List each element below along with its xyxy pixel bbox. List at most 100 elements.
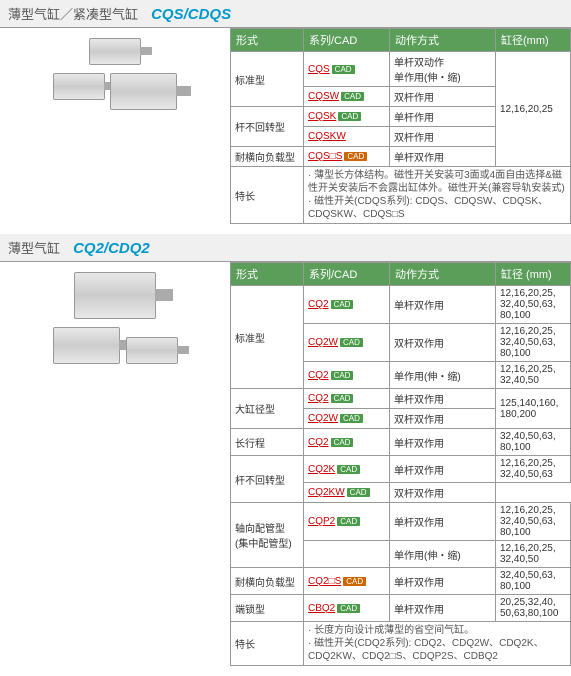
table-row: 大缸径型CQ2CAD单杆双作用125,140,160, 180,200 xyxy=(231,389,571,409)
series-cell: CQ2CAD xyxy=(304,286,390,324)
table-row: 端锁型CBQ2CAD单杆双作用20,25,32,40, 50,63,80,100 xyxy=(231,595,571,622)
type-cell: 标准型 xyxy=(231,286,304,389)
cad-badge[interactable]: CAD xyxy=(331,371,354,380)
type-cell: 杆不回转型 xyxy=(231,456,304,503)
action-cell: 单杆双作用 xyxy=(390,389,496,409)
section-code: CQS/CDQS xyxy=(151,6,231,23)
table-row: 长行程CQ2CAD单杆双作用32,40,50,63, 80,100 xyxy=(231,429,571,456)
series-link[interactable]: CQ2W xyxy=(308,413,338,424)
table-body-2: 标准型CQ2CAD单杆双作用12,16,20,25, 32,40,50,63, … xyxy=(231,286,571,622)
table-row: 轴向配管型 (集中配管型)CQP2CAD单杆双作用12,16,20,25, 32… xyxy=(231,503,571,541)
series-cell: CQS□SCAD xyxy=(304,147,390,167)
cylinder-icon xyxy=(89,38,141,65)
series-cell: CQSKCAD xyxy=(304,107,390,127)
type-cell: 轴向配管型 (集中配管型) xyxy=(231,503,304,568)
action-cell: 单杆双作用 xyxy=(390,568,496,595)
section-title: 薄型气缸 xyxy=(8,241,60,256)
series-cell: CQ2WCAD xyxy=(304,409,390,429)
series-link[interactable]: CQSK xyxy=(308,111,336,122)
product-image-area xyxy=(0,28,230,120)
action-cell: 单作用(伸・缩) xyxy=(390,541,496,568)
feature-label: 特长 xyxy=(231,622,304,666)
type-cell: 端锁型 xyxy=(231,595,304,622)
bore-cell: 12,16,20,25, 32,40,50 xyxy=(496,362,571,389)
col-bore: 缸径(mm) xyxy=(496,29,571,52)
bore-cell: 20,25,32,40, 50,63,80,100 xyxy=(496,595,571,622)
spec-table-cqs: 形式 系列/CAD 动作方式 缸径(mm) 标准型CQSCAD单杆双动作 单作用… xyxy=(230,28,571,224)
action-cell: 双杆作用 xyxy=(390,87,496,107)
series-link[interactable]: CBQ2 xyxy=(308,603,335,614)
feature-label: 特长 xyxy=(231,167,304,224)
series-link[interactable]: CQSW xyxy=(308,91,339,102)
cylinder-icon xyxy=(126,337,178,364)
series-cell xyxy=(304,541,390,568)
series-link[interactable]: CQ2 xyxy=(308,437,329,448)
action-cell: 单杆双作用 xyxy=(390,456,496,483)
action-cell: 单作用(伸・缩) xyxy=(390,362,496,389)
series-link[interactable]: CQ2 xyxy=(308,299,329,310)
series-link[interactable]: CQ2KW xyxy=(308,487,345,498)
table-row: 耐横向负载型CQ2□SCAD单杆双作用32,40,50,63, 80,100 xyxy=(231,568,571,595)
action-cell: 双杆作用 xyxy=(390,127,496,147)
content-row: 形式 系列/CAD 动作方式 缸径(mm) 标准型CQSCAD单杆双动作 单作用… xyxy=(0,28,571,224)
series-link[interactable]: CQ2 xyxy=(308,393,329,404)
bore-cell: 12,16,20,25 xyxy=(496,52,571,167)
cad-badge[interactable]: CAD xyxy=(338,112,361,121)
cad-badge[interactable]: CAD xyxy=(344,152,367,161)
action-cell: 单杆双动作 单作用(伸・缩) xyxy=(390,52,496,87)
action-cell: 单杆双作用 xyxy=(390,429,496,456)
feature-row: 特长 · 长度方向设计成薄型的省空间气缸。 · 磁性开关(CDQ2系列): CD… xyxy=(231,622,571,666)
type-cell: 杆不回转型 xyxy=(231,107,304,147)
action-cell: 双杆双作用 xyxy=(390,324,496,362)
section-header: 薄型气缸 CQ2/CDQ2 xyxy=(0,234,571,262)
bore-cell: 32,40,50,63, 80,100 xyxy=(496,429,571,456)
bore-cell: 12,16,20,25, 32,40,50,63, 80,100 xyxy=(496,324,571,362)
action-cell: 单杆双作用 xyxy=(390,286,496,324)
table-body-1: 标准型CQSCAD单杆双动作 单作用(伸・缩)12,16,20,25CQSWCA… xyxy=(231,52,571,167)
series-cell: CQSWCAD xyxy=(304,87,390,107)
cad-badge[interactable]: CAD xyxy=(337,604,360,613)
cad-badge[interactable]: CAD xyxy=(331,438,354,447)
bore-cell: 12,16,20,25, 32,40,50,63 xyxy=(496,456,571,483)
series-link[interactable]: CQS xyxy=(308,64,330,75)
bore-cell: 12,16,20,25, 32,40,50 xyxy=(496,541,571,568)
series-cell: CQ2KCAD xyxy=(304,456,390,483)
type-cell: 耐横向负载型 xyxy=(231,147,304,167)
series-link[interactable]: CQ2W xyxy=(308,337,338,348)
type-cell: 大缸径型 xyxy=(231,389,304,429)
series-link[interactable]: CQ2K xyxy=(308,464,335,475)
bore-cell: 12,16,20,25, 32,40,50,63, 80,100 xyxy=(496,286,571,324)
table-header-row: 形式 系列/CAD 动作方式 缸径 (mm) xyxy=(231,263,571,286)
series-link[interactable]: CQP2 xyxy=(308,516,335,527)
spec-table-cq2: 形式 系列/CAD 动作方式 缸径 (mm) 标准型CQ2CAD单杆双作用12,… xyxy=(230,262,571,666)
cad-badge[interactable]: CAD xyxy=(347,488,370,497)
cad-badge[interactable]: CAD xyxy=(337,517,360,526)
cad-badge[interactable]: CAD xyxy=(331,300,354,309)
cad-badge[interactable]: CAD xyxy=(343,577,366,586)
cylinder-icon xyxy=(110,73,177,110)
col-type: 形式 xyxy=(231,263,304,286)
product-image-area xyxy=(0,262,230,374)
cad-badge[interactable]: CAD xyxy=(340,414,363,423)
series-cell: CQ2KWCAD xyxy=(304,483,390,503)
cylinder-icon xyxy=(74,272,156,319)
series-cell: CQ2CAD xyxy=(304,429,390,456)
cylinder-icon xyxy=(53,327,120,364)
cad-badge[interactable]: CAD xyxy=(332,65,355,74)
series-link[interactable]: CQ2□S xyxy=(308,576,341,587)
series-cell: CQ2CAD xyxy=(304,389,390,409)
action-cell: 双杆双作用 xyxy=(390,409,496,429)
series-cell: CQSCAD xyxy=(304,52,390,87)
series-link[interactable]: CQ2 xyxy=(308,370,329,381)
type-cell: 标准型 xyxy=(231,52,304,107)
cad-badge[interactable]: CAD xyxy=(337,465,360,474)
series-link[interactable]: CQSKW xyxy=(308,131,346,142)
series-link[interactable]: CQS□S xyxy=(308,151,342,162)
series-cell: CQ2WCAD xyxy=(304,324,390,362)
series-cell: CQ2CAD xyxy=(304,362,390,389)
cad-badge[interactable]: CAD xyxy=(340,338,363,347)
cad-badge[interactable]: CAD xyxy=(341,92,364,101)
section-title: 薄型气缸／紧凑型气缸 xyxy=(8,7,138,22)
cad-badge[interactable]: CAD xyxy=(331,394,354,403)
bore-cell: 12,16,20,25, 32,40,50,63, 80,100 xyxy=(496,503,571,541)
